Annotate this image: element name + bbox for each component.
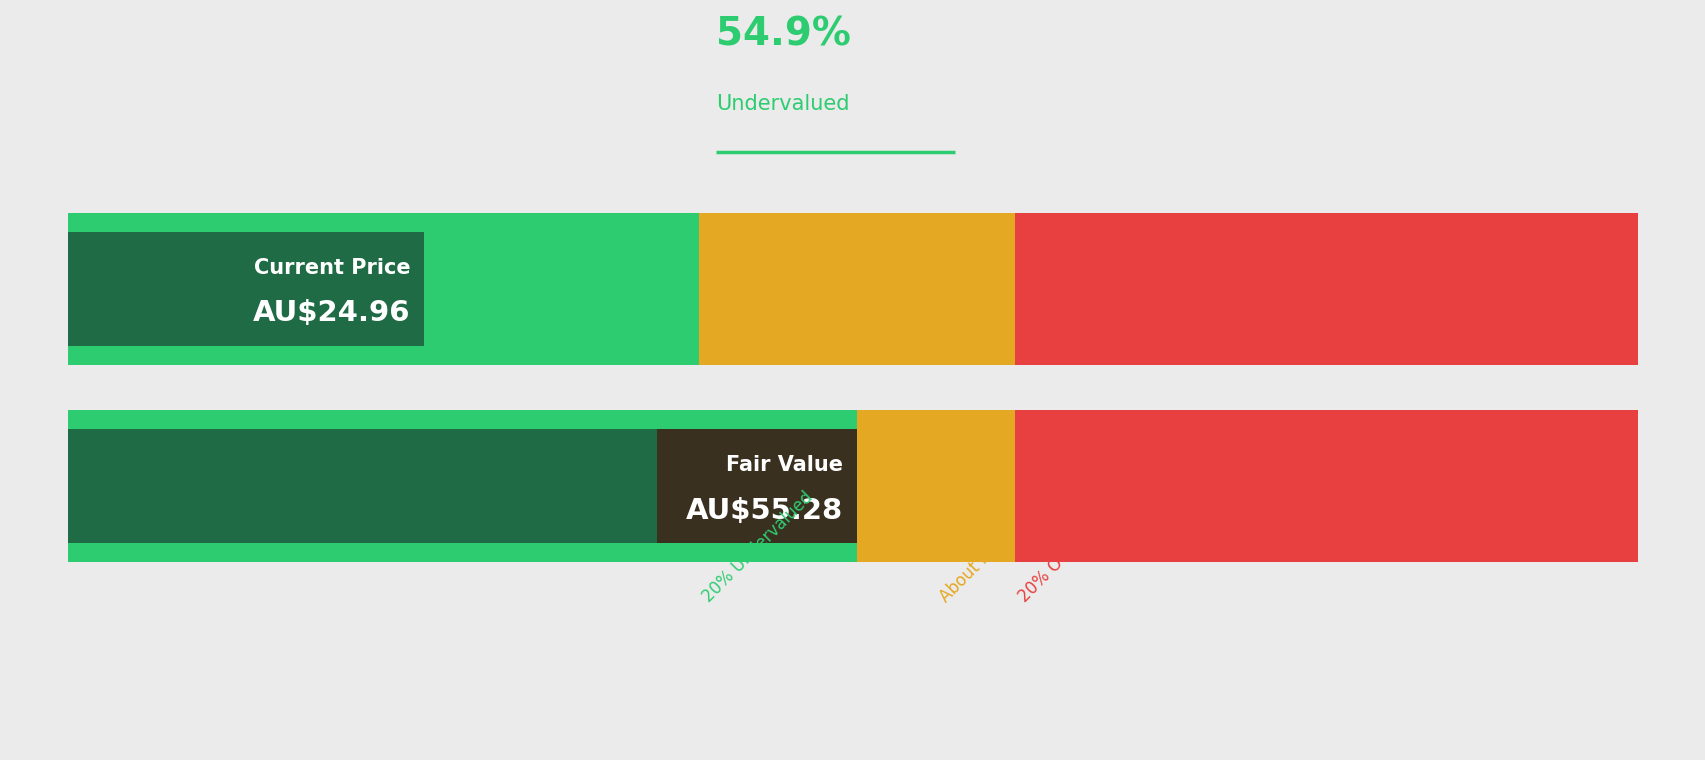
Bar [68,232,425,346]
Text: 20% Undervalued: 20% Undervalued [699,488,817,606]
Text: Fair Value: Fair Value [726,455,842,475]
Bar [68,429,856,543]
Bar [656,429,856,543]
Text: Undervalued: Undervalued [716,94,849,114]
Bar [1014,213,1637,365]
Text: AU$24.96: AU$24.96 [252,299,411,327]
Text: 20% Overvalued: 20% Overvalued [1014,496,1124,606]
Text: AU$55.28: AU$55.28 [685,497,842,524]
Text: 54.9%: 54.9% [716,15,851,53]
Text: Current Price: Current Price [254,258,411,277]
Bar [699,213,1014,365]
Bar [1014,410,1637,562]
Bar [856,410,1014,562]
Bar [68,410,856,562]
Bar [68,213,699,365]
Text: About Right: About Right [936,524,1018,606]
